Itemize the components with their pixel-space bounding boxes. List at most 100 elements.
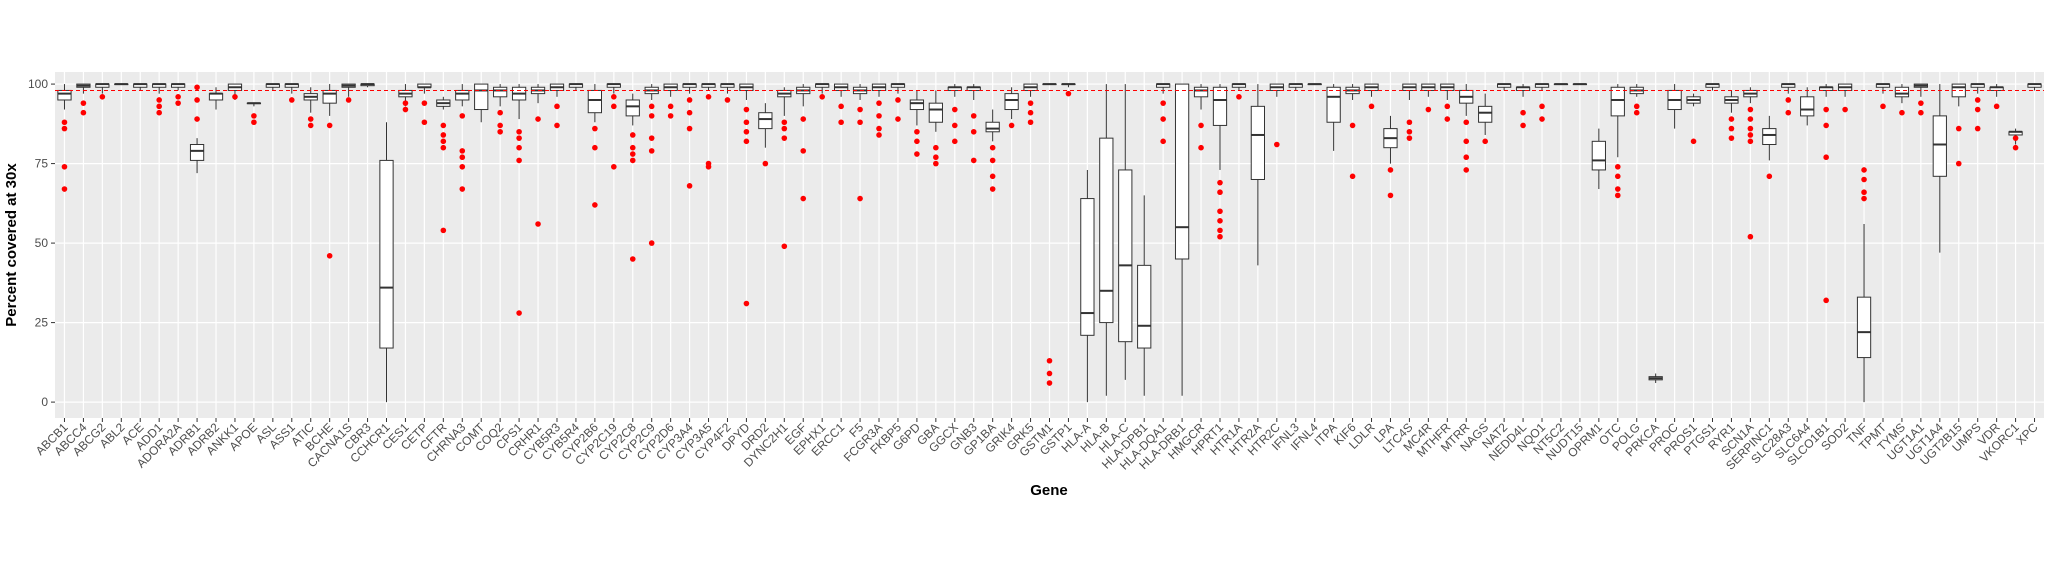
y-tick-label: 50 [35,236,49,250]
outlier [440,144,447,151]
outlier [1861,176,1867,183]
outlier [1463,119,1470,126]
outlier [194,116,200,122]
box [625,99,640,117]
outlier [989,173,996,180]
outlier [516,135,522,141]
outlier [1160,100,1166,106]
outlier [1217,218,1223,224]
outlier [554,122,560,129]
outlier [251,119,257,126]
outlier [781,125,788,132]
outlier [1217,208,1223,215]
outlier [1198,122,1204,129]
outlier [1861,189,1867,196]
outlier [629,132,636,138]
outlier [970,113,977,119]
outlier [1747,138,1754,145]
outlier [629,144,636,151]
outlier [743,119,750,126]
outlier [1520,122,1526,129]
outlier [667,113,674,119]
outlier [648,135,655,141]
outlier [838,103,844,110]
outlier [1160,138,1166,145]
outlier [1747,132,1754,138]
outlier [345,97,352,103]
outlier [1463,167,1470,173]
outlier [1217,189,1223,196]
outlier [1918,109,1924,116]
outlier [459,163,466,170]
outlier [781,243,788,250]
outlier [1728,125,1735,132]
outlier [1974,125,1981,132]
outlier [800,195,807,202]
outlier [970,157,977,164]
outlier [895,116,901,122]
y-tick-label: 0 [41,395,48,409]
outlier [156,103,162,110]
box [1932,115,1947,177]
box [1894,86,1910,98]
outlier [1955,125,1962,132]
outlier [459,154,466,161]
box [1478,105,1493,123]
outlier [1785,109,1792,116]
box [379,159,394,349]
outlier [1160,116,1166,122]
outlier [497,122,503,129]
box [1250,105,1266,180]
box [1610,86,1625,117]
outlier [1387,192,1394,199]
outlier [933,154,939,161]
outlier [1974,97,1981,103]
outlier [762,160,769,167]
outlier [800,116,807,122]
box [1118,169,1133,343]
outlier [1463,138,1470,145]
box [455,89,470,101]
outlier [838,119,844,126]
outlier [326,122,333,129]
outlier [1027,119,1034,126]
outlier [629,157,636,164]
outlier [459,186,466,192]
outlier [1444,116,1451,122]
outlier [743,106,750,113]
outlier [535,221,541,227]
outlier [1046,370,1053,377]
outlier [1217,227,1223,234]
outlier [232,94,238,100]
outlier [1614,163,1621,170]
outlier [1861,167,1867,173]
y-axis-title: Percent covered at 30x [3,163,20,327]
outlier [914,138,920,145]
outlier [1046,380,1053,386]
outlier [1406,119,1413,126]
outlier [857,195,863,202]
outlier [1008,122,1015,129]
outlier [61,163,68,170]
outlier [951,138,958,145]
outlier [1823,154,1829,161]
box [322,89,337,104]
outlier [1027,100,1034,106]
outlier [516,128,522,135]
outlier [914,128,920,135]
outlier [156,109,162,116]
outlier [876,100,882,106]
box [1591,140,1606,171]
outlier [80,100,87,106]
outlier [1880,103,1886,110]
outlier [1236,94,1242,100]
outlier [970,128,977,135]
outlier [1274,141,1280,148]
outlier [1520,109,1526,116]
outlier [989,144,996,151]
outlier [421,119,428,126]
outlier [307,116,314,122]
outlier [516,157,522,164]
outlier [857,119,863,126]
outlier [175,100,181,106]
